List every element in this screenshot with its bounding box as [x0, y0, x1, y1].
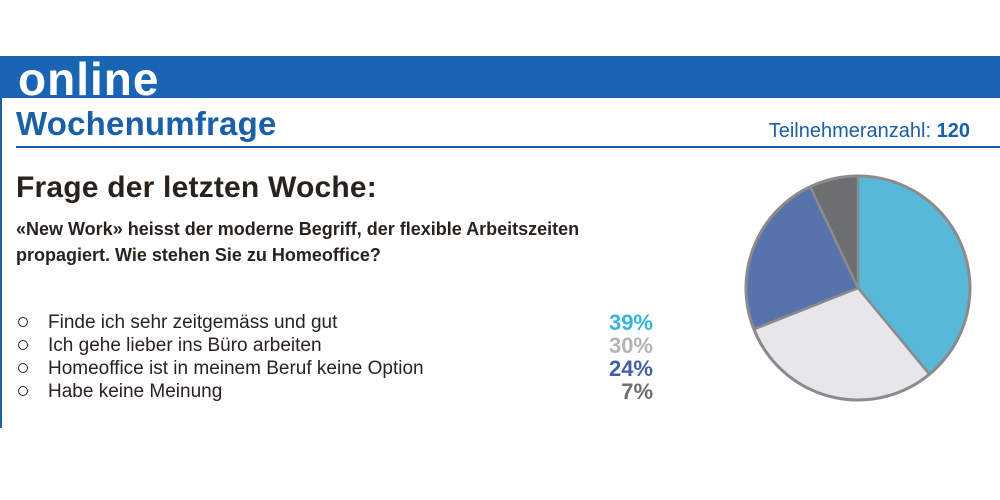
- title-divider: [16, 146, 1000, 148]
- answer-percent: 39%: [608, 310, 653, 335]
- pie-chart: [744, 174, 972, 402]
- answer-percent: 24%: [608, 356, 653, 381]
- participant-count: Teilnehmeranzahl: 120: [769, 118, 970, 144]
- radio-circle-icon: [18, 363, 28, 373]
- answer-percent: 7%: [621, 379, 653, 404]
- radio-circle-icon: [18, 386, 28, 396]
- participant-number: 120: [936, 120, 970, 142]
- left-border: [0, 56, 2, 428]
- banner-word: online: [18, 56, 160, 98]
- survey-panel: online Wochenumfrage Teilnehmeranzahl: 1…: [0, 56, 1000, 432]
- radio-circle-icon: [18, 340, 28, 350]
- answer-option: Finde ich sehr zeitgemäss und gut 39%: [18, 311, 653, 334]
- question-text: «New Work» heisst der moderne Begriff, d…: [16, 219, 580, 265]
- answer-percent: 30%: [608, 333, 653, 358]
- question-heading: Frage der letzten Woche:: [16, 171, 377, 204]
- answer-label: Homeoffice ist in meinem Beruf keine Opt…: [48, 358, 424, 379]
- answer-label: Ich gehe lieber ins Büro arbeiten: [48, 335, 322, 356]
- radio-circle-icon: [18, 317, 28, 327]
- answer-label: Finde ich sehr zeitgemäss und gut: [48, 312, 338, 333]
- answer-list: Finde ich sehr zeitgemäss und gut 39% Ic…: [18, 311, 653, 403]
- answer-option: Homeoffice ist in meinem Beruf keine Opt…: [18, 357, 653, 380]
- answer-label: Habe keine Meinung: [48, 381, 223, 402]
- pie-outline: [744, 174, 972, 402]
- online-banner: online: [0, 56, 1000, 98]
- participant-label: Teilnehmeranzahl:: [768, 120, 932, 142]
- answer-option: Ich gehe lieber ins Büro arbeiten 30%: [18, 334, 653, 357]
- answer-option: Habe keine Meinung 7%: [18, 380, 653, 403]
- survey-title: Wochenumfrage: [16, 105, 277, 142]
